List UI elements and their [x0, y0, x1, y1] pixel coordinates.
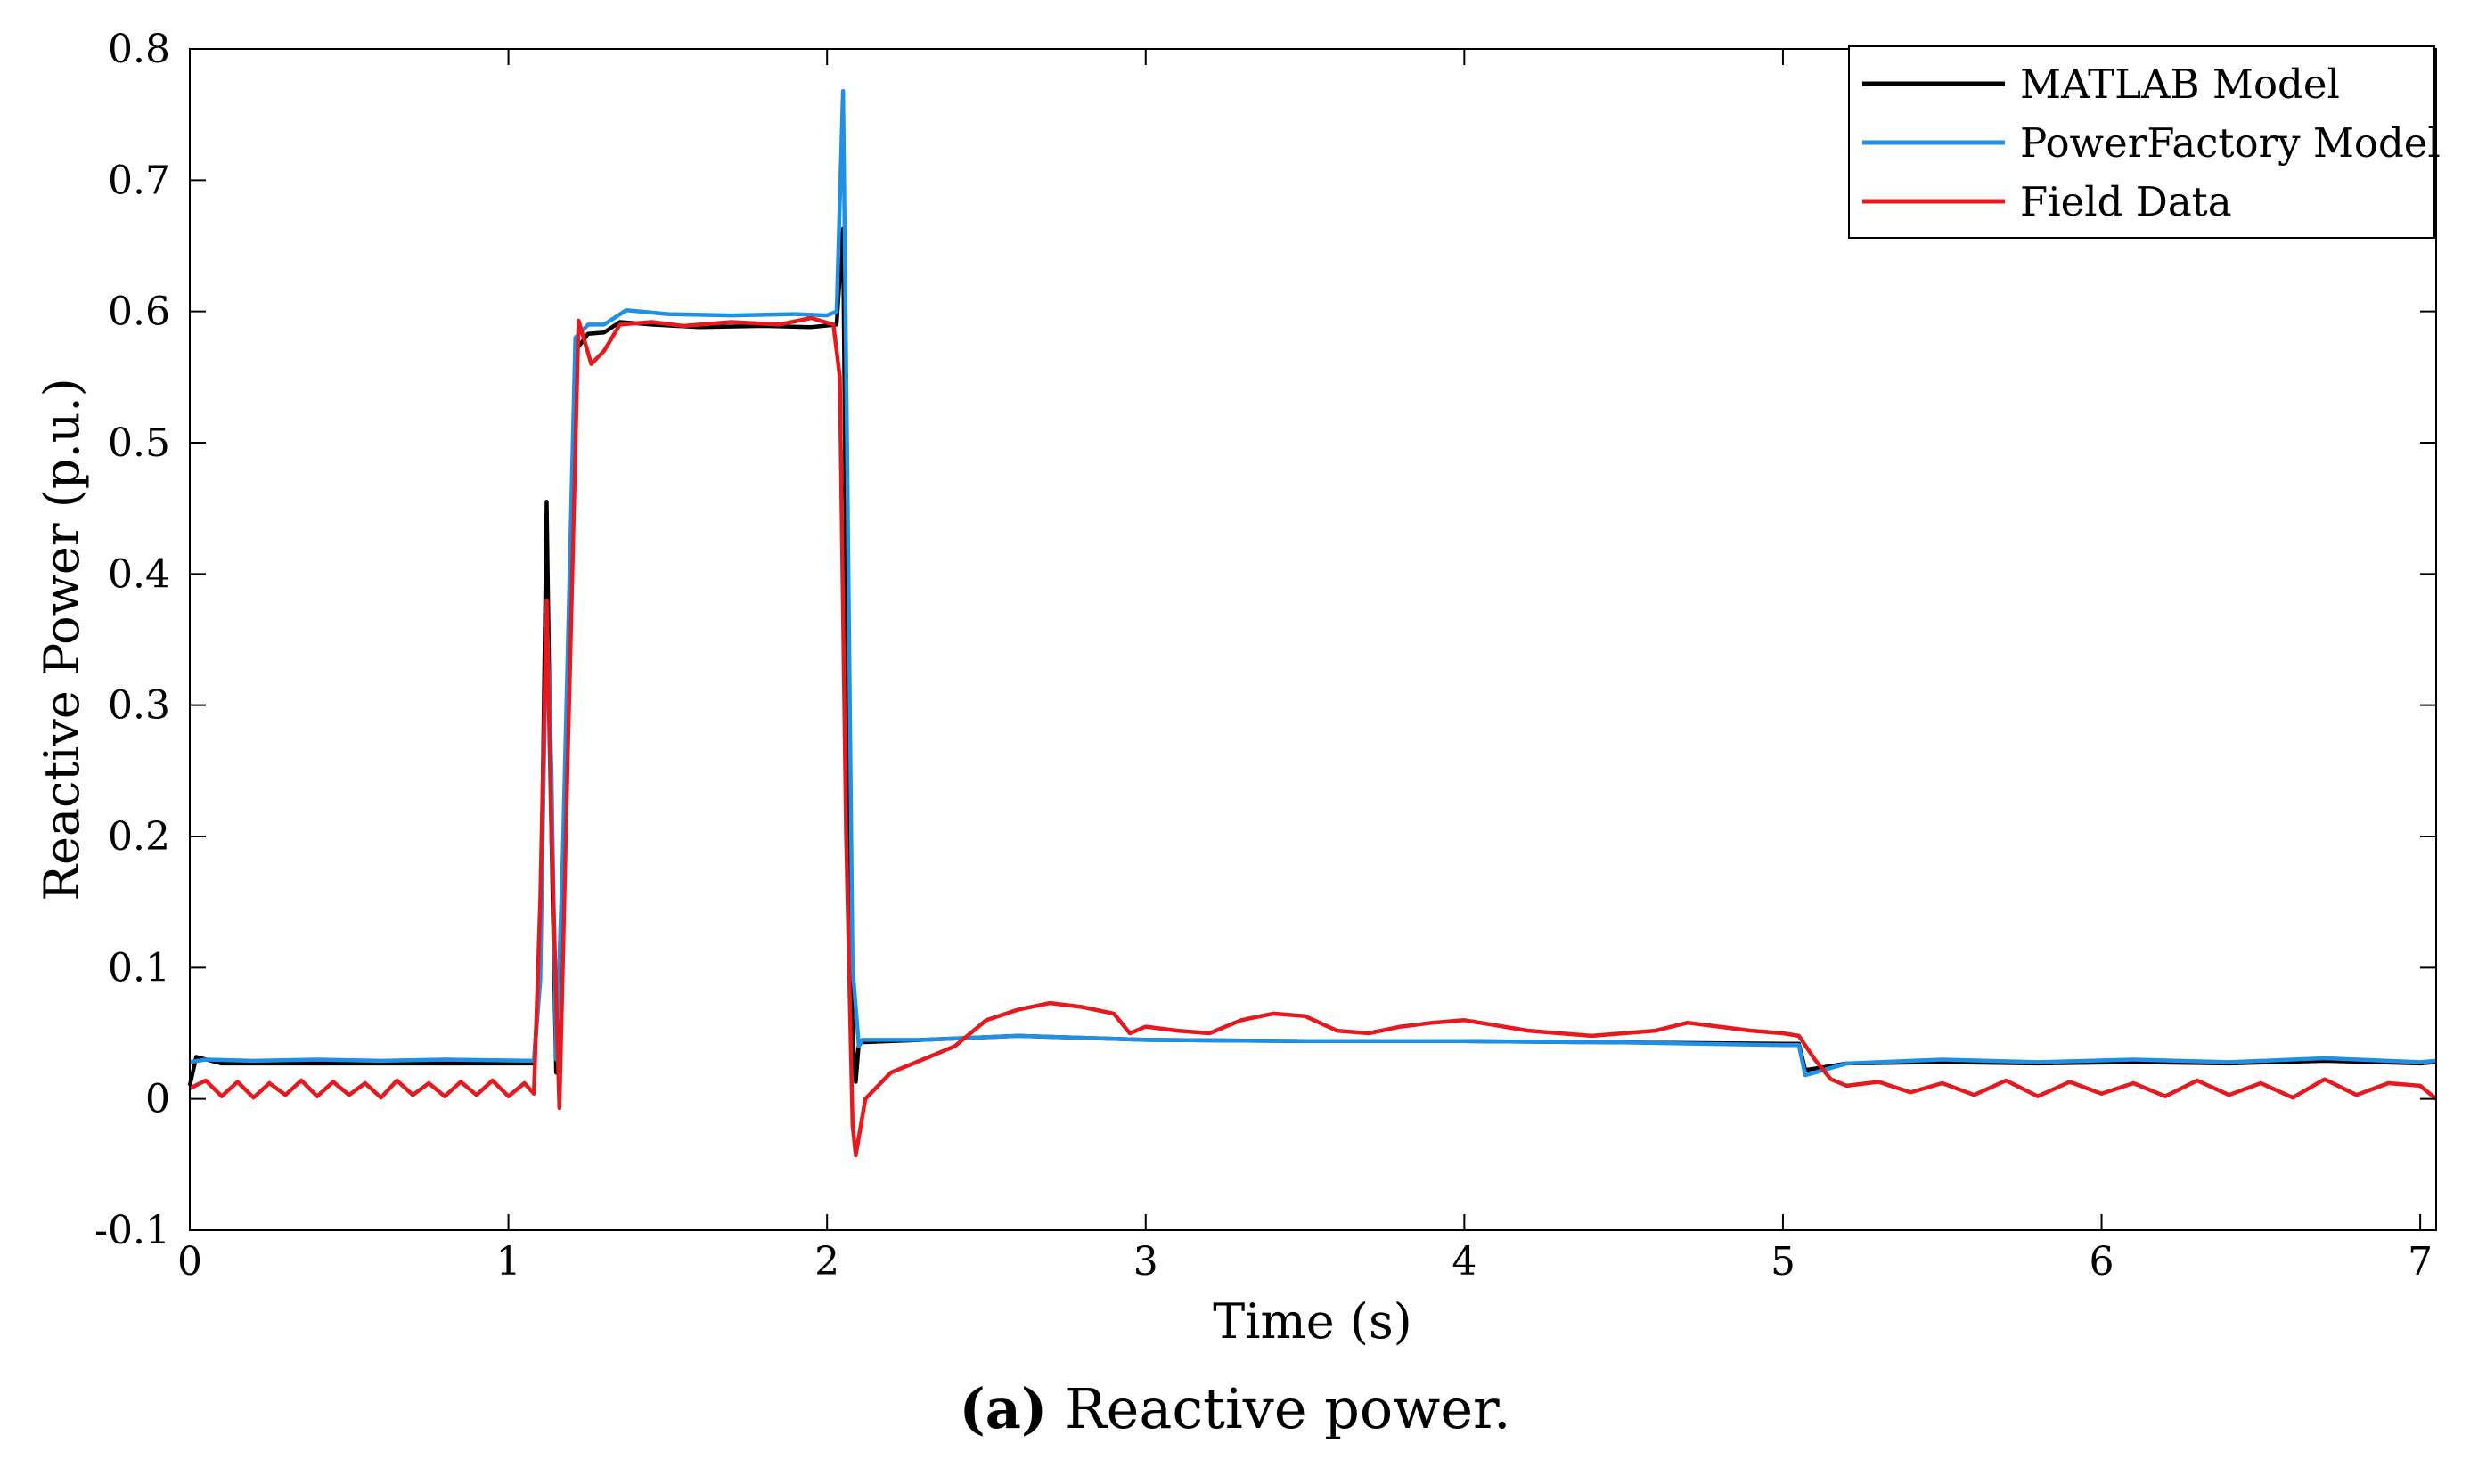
y-tick-label: 0.2	[108, 814, 170, 860]
plot-frame	[189, 48, 2437, 1231]
series-line-field-data	[188, 315, 2438, 1158]
y-tick-label: 0.4	[108, 551, 170, 597]
figure-caption: (a) Reactive power.	[0, 1376, 2470, 1441]
y-tick-label: 0.6	[108, 289, 170, 335]
x-tick-label: 6	[2090, 1239, 2114, 1284]
series-line-matlab-model	[187, 226, 2437, 1087]
y-tick-label: 0	[145, 1077, 170, 1122]
legend-label-powerfactory: PowerFactory Model	[2020, 119, 2441, 167]
legend: MATLAB Model PowerFactory Model Field Da…	[1848, 45, 2441, 239]
caption-letter: (a)	[959, 1376, 1048, 1441]
x-tick-label: 5	[1771, 1239, 1795, 1284]
x-tick-label: 3	[1133, 1239, 1158, 1284]
x-tick-label: 7	[2408, 1239, 2433, 1284]
y-tick-label: 0.5	[108, 420, 170, 466]
x-tick-label: 2	[814, 1239, 839, 1284]
y-tick-label: 0.8	[108, 27, 170, 72]
legend-label-field-data: Field Data	[2020, 178, 2232, 225]
x-tick-label: 0	[177, 1239, 202, 1284]
y-tick-label: 0.1	[108, 945, 170, 991]
y-tick-label: 0.7	[108, 158, 170, 203]
x-axis-title: Time (s)	[1213, 1293, 1411, 1349]
x-tick-label: 1	[496, 1239, 521, 1284]
y-tick-label: 0.3	[108, 683, 170, 729]
series-line-powerfactory-model	[189, 88, 2437, 1078]
plot-lines	[187, 88, 2438, 1158]
y-axis-title: Reactive Power (p.u.)	[34, 378, 90, 901]
axis-ticks: 0 1 2 3 4 5 6 7-0.100.10.20.30.40.50.60.70.8	[94, 27, 2436, 1284]
caption-text: Reactive power.	[1065, 1376, 1511, 1441]
y-tick-label: -0.1	[94, 1208, 170, 1253]
legend-label-matlab: MATLAB Model	[2020, 61, 2340, 108]
x-tick-label: 4	[1452, 1239, 1476, 1284]
